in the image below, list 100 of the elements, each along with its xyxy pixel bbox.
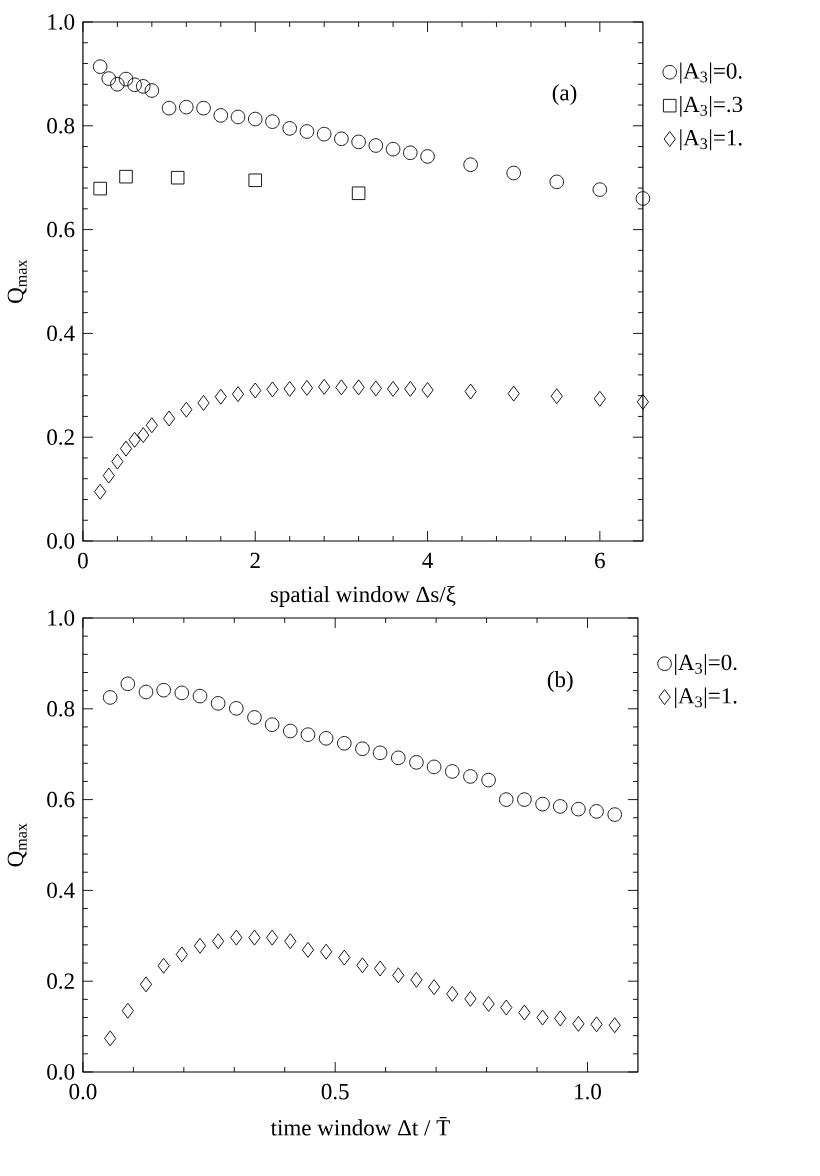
point bbox=[481, 772, 496, 788]
y-tick-label: 1.0 bbox=[48, 610, 75, 626]
x-tick-label: 0.5 bbox=[321, 1083, 349, 1100]
point bbox=[283, 380, 296, 397]
point bbox=[213, 108, 229, 123]
point bbox=[571, 801, 586, 817]
point bbox=[102, 690, 118, 705]
y-tick-label: 0.0 bbox=[47, 533, 75, 549]
legend-label: |A$_{3}$|=0. bbox=[680, 62, 742, 84]
point bbox=[372, 745, 388, 761]
point bbox=[338, 949, 351, 966]
point bbox=[368, 138, 384, 153]
point bbox=[119, 440, 133, 457]
point bbox=[128, 431, 141, 448]
y-tick-label: 0.8 bbox=[47, 700, 75, 717]
point bbox=[193, 937, 207, 954]
point bbox=[553, 799, 568, 814]
point bbox=[385, 141, 401, 157]
point bbox=[137, 427, 150, 444]
point bbox=[391, 750, 406, 766]
point bbox=[337, 736, 352, 751]
point bbox=[266, 381, 279, 398]
point bbox=[428, 979, 441, 996]
point bbox=[282, 121, 297, 136]
point bbox=[92, 59, 108, 74]
x-axis-title: time window Δt / T̄ bbox=[270, 1117, 450, 1136]
point bbox=[351, 134, 366, 150]
point bbox=[318, 378, 331, 395]
point bbox=[266, 929, 279, 946]
point bbox=[517, 792, 532, 807]
point bbox=[426, 759, 442, 775]
x-tick-label: 0.0 bbox=[69, 1083, 97, 1100]
point bbox=[118, 71, 134, 87]
point bbox=[404, 380, 417, 397]
point bbox=[482, 995, 495, 1012]
point bbox=[549, 174, 565, 190]
point bbox=[170, 170, 185, 185]
point bbox=[421, 382, 434, 398]
point bbox=[464, 383, 477, 400]
point bbox=[392, 967, 405, 984]
point bbox=[174, 685, 190, 701]
x-tick-label: 2 bbox=[250, 552, 260, 569]
point bbox=[300, 727, 316, 742]
point bbox=[175, 946, 188, 963]
legend-label: |A$_{3}$|=0. bbox=[675, 653, 737, 675]
y-tick-label: 0.0 bbox=[47, 1064, 75, 1080]
point bbox=[300, 379, 314, 396]
point bbox=[446, 985, 459, 1002]
point bbox=[248, 111, 263, 127]
point bbox=[635, 191, 651, 206]
x-axis-title: spatial window Δs/ξ bbox=[270, 585, 456, 607]
point bbox=[104, 1030, 117, 1047]
point bbox=[111, 453, 124, 470]
point bbox=[506, 165, 521, 181]
point bbox=[230, 109, 246, 125]
point bbox=[463, 769, 478, 784]
y-tick-label: 0.2 bbox=[47, 973, 74, 990]
point bbox=[593, 390, 606, 407]
point bbox=[101, 71, 117, 86]
point bbox=[374, 960, 387, 977]
point bbox=[499, 792, 514, 807]
point bbox=[590, 1016, 603, 1033]
point bbox=[387, 380, 400, 397]
legend-label: |A$_{3}$|=.3 bbox=[680, 95, 743, 117]
point bbox=[93, 181, 107, 196]
y-tick-label: 0.4 bbox=[47, 325, 75, 342]
y-tick-label: 0.6 bbox=[47, 791, 75, 808]
point bbox=[554, 1010, 567, 1027]
point bbox=[464, 990, 477, 1007]
point bbox=[463, 157, 478, 172]
point bbox=[192, 688, 208, 704]
annotation: (a) bbox=[552, 84, 577, 106]
point bbox=[284, 933, 297, 950]
x-tick-label: 6 bbox=[595, 552, 605, 569]
point bbox=[536, 1009, 549, 1026]
y-tick-label: 0.4 bbox=[47, 882, 75, 899]
point bbox=[248, 173, 263, 188]
point bbox=[409, 755, 424, 770]
point bbox=[231, 386, 245, 403]
point bbox=[410, 971, 423, 988]
point bbox=[230, 929, 243, 946]
point bbox=[636, 393, 650, 410]
point bbox=[352, 379, 365, 396]
point bbox=[299, 124, 315, 139]
point bbox=[144, 83, 160, 98]
point bbox=[229, 701, 244, 716]
point bbox=[102, 467, 115, 484]
y-tick-label: 0.6 bbox=[47, 221, 75, 238]
point bbox=[156, 682, 171, 698]
point bbox=[318, 731, 334, 746]
point bbox=[138, 684, 154, 700]
point bbox=[334, 131, 349, 147]
point bbox=[179, 99, 194, 115]
legend-label: |A$_{3}$|=1. bbox=[680, 129, 742, 151]
point bbox=[301, 941, 315, 958]
point bbox=[608, 1017, 621, 1034]
point bbox=[264, 717, 280, 732]
point bbox=[247, 710, 262, 725]
y-axis-title: Q$_{max}$ bbox=[7, 823, 27, 867]
point bbox=[121, 1002, 134, 1019]
